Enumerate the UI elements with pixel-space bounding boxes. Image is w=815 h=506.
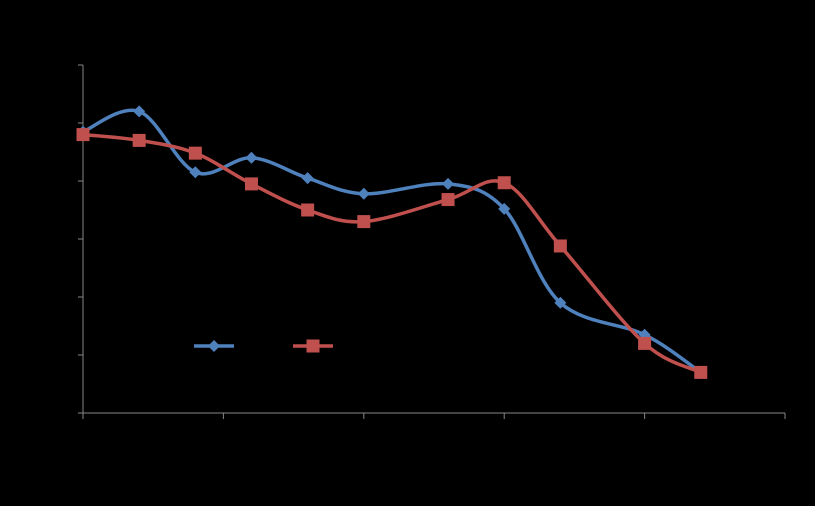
series-1-point-1 — [133, 105, 146, 118]
legend-entry-2 — [293, 339, 333, 353]
series-2-line — [81, 132, 703, 375]
series-2-point-2 — [188, 146, 202, 160]
series-2 — [76, 128, 708, 379]
series-2-point-3 — [244, 177, 258, 191]
axes — [78, 64, 786, 419]
series-2-point-8 — [553, 239, 567, 253]
series-2-point-1 — [132, 133, 146, 147]
legend-marker-2 — [306, 339, 320, 353]
series-2-point-5 — [357, 215, 371, 229]
series-2-point-6 — [441, 193, 455, 207]
series-1-point-4 — [301, 172, 314, 185]
legend — [194, 339, 333, 353]
legend-entry-1 — [194, 340, 234, 352]
series-2-point-9 — [638, 336, 652, 350]
series-2-point-10 — [694, 365, 708, 379]
series-1-point-3 — [245, 151, 258, 164]
series-layer — [76, 105, 708, 379]
series-1-point-6 — [442, 177, 455, 190]
series-2-point-0 — [76, 128, 90, 142]
legend-marker-1 — [208, 340, 220, 352]
series-1-line — [81, 108, 703, 375]
series-1-point-7 — [498, 202, 511, 215]
series-1-point-8 — [554, 296, 567, 309]
series-2-point-4 — [301, 203, 315, 217]
series-2-point-7 — [497, 176, 511, 190]
series-1-point-5 — [357, 187, 370, 200]
series-1-point-2 — [189, 166, 202, 179]
